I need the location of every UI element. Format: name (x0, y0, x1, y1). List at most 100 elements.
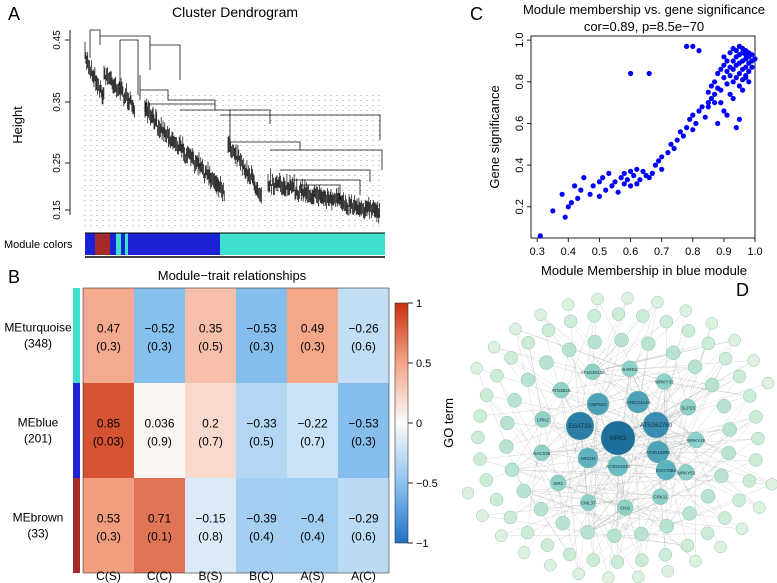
network-node (747, 354, 760, 367)
heatmap-cell (236, 478, 287, 573)
scatter-point (621, 170, 627, 176)
heatmap-cell (83, 383, 134, 478)
colorbar-tick-label: −1 (416, 538, 429, 550)
dendrogram-y-ticks: 0.45 0.35 0.25 0.15 (52, 30, 70, 220)
network-node (584, 363, 601, 381)
scatter-point (659, 154, 665, 160)
network-node (534, 308, 547, 321)
network-node (562, 298, 575, 311)
scatter-point (718, 87, 724, 93)
network-node (682, 506, 697, 521)
module-color-segment (85, 233, 95, 255)
network-node (641, 336, 656, 351)
heatmap-cell-pvalue: (0.3) (96, 530, 121, 544)
heatmap-column-label: C(S) (96, 569, 121, 583)
network-nodes: MPK3 EGAT3A AT5G62760 CBP60G AT5G24140 AT3G18… (461, 292, 777, 583)
network-node (587, 334, 602, 350)
panel-b: B Module−trait relationships MEturquoise… (4, 267, 456, 583)
heatmap-cell-pvalue: (0.1) (147, 530, 172, 544)
network-node (616, 499, 634, 516)
heatmap-cell (338, 383, 389, 478)
heatmap-row-color (73, 478, 80, 573)
scatter-x-tick-label: 0.3 (530, 246, 545, 258)
scatter-point (699, 104, 705, 110)
scatter-y-tick-label: 0.6 (514, 116, 526, 131)
scatter-point (634, 166, 640, 172)
heatmap-cell-correlation: −0.33 (246, 417, 277, 431)
network-node (765, 478, 777, 491)
scatter-point (740, 87, 746, 93)
heatmap-cell (236, 383, 287, 478)
scatter-point (572, 183, 578, 189)
scatter-point (575, 195, 581, 201)
scatter-point (705, 89, 711, 95)
heatmap-border (82, 287, 390, 574)
network-node (652, 488, 669, 505)
panel-d: D MPK3 EGAT3A AT5G62760 CBP60G AT5G24140 AT3G… (461, 280, 777, 583)
heatmap-column-labels: C(S) C(C) B(S) B(C) A(S) A(C) (96, 569, 376, 583)
scatter-y-tick-label: 1.0 (514, 33, 526, 48)
scatter-point (684, 43, 690, 50)
heatmap-cell-pvalue: (0.3) (147, 340, 172, 354)
scatter-point (693, 120, 699, 127)
network-node (681, 324, 696, 338)
scatter-subtitle: cor=0.89, p=8.5e−70 (584, 19, 704, 34)
network-node-label: CNI1 (620, 506, 631, 511)
scatter-point (606, 170, 612, 176)
scatter-point (628, 168, 634, 174)
network-node (607, 455, 629, 477)
scatter-point (668, 141, 674, 147)
scatter-point (550, 208, 556, 214)
network-node (577, 447, 599, 469)
network-node (520, 372, 536, 387)
heatmap-column-label: A(S) (301, 569, 325, 583)
scatter-point (724, 112, 730, 118)
dendrogram-tree (84, 29, 383, 228)
scatter-point (712, 100, 718, 106)
network-node-label: WRKY53 (677, 470, 696, 475)
heatmap-cell-correlation: −0.52 (144, 322, 175, 336)
network-node-label: ATS3B16 (552, 388, 571, 393)
heatmap-cell-pvalue: (0.3) (96, 340, 121, 354)
scatter-point (565, 204, 571, 210)
dendrogram-branch (270, 149, 383, 182)
network-node (701, 336, 716, 350)
scatter-point (618, 175, 624, 181)
network-node (679, 304, 692, 317)
scatter-point (715, 120, 721, 127)
heatmap-column-label: B(S) (199, 569, 223, 583)
scatter-point (649, 170, 655, 176)
heatmap-row-color-strip (73, 288, 80, 573)
network-node (533, 502, 549, 517)
heatmap-cell (287, 383, 338, 478)
dendrogram-leaf-cluster (103, 65, 135, 118)
network-node (509, 322, 522, 336)
network-node (677, 464, 695, 481)
network-node (655, 459, 677, 481)
scatter-point (743, 64, 749, 70)
scatter-point (736, 116, 743, 122)
network-node (728, 334, 741, 347)
heatmap-cell-correlation: 0.47 (97, 322, 121, 336)
scatter-point (690, 112, 696, 118)
network-node (611, 307, 626, 321)
scatter-point (724, 68, 730, 74)
scatter-point (752, 56, 758, 62)
heatmap-cell (134, 478, 185, 573)
network-node (714, 468, 729, 483)
scatter-point (671, 145, 677, 152)
scatter-y-tick-label: 0.8 (514, 74, 526, 89)
dendrogram-leaf-cluster (267, 168, 380, 224)
dendrogram-y-tick-label: 0.15 (52, 200, 63, 220)
heatmap-cells: 0.47 (0.3) −0.52 (0.3) 0.35 (0.5) −0.53 (0.3) 0.… (82, 287, 390, 574)
network-node (544, 559, 557, 572)
colorbar-tick-label: −0.5 (416, 478, 438, 490)
network-node (680, 538, 695, 553)
scatter-point (628, 183, 634, 189)
scatter-y-label: Gene significance (487, 85, 502, 188)
network-node (495, 529, 508, 542)
heatmap-cell-correlation: −0.22 (297, 417, 328, 431)
network-node-label: AT1G30130 (581, 370, 605, 375)
network-node (479, 388, 494, 402)
network-node (591, 292, 604, 306)
